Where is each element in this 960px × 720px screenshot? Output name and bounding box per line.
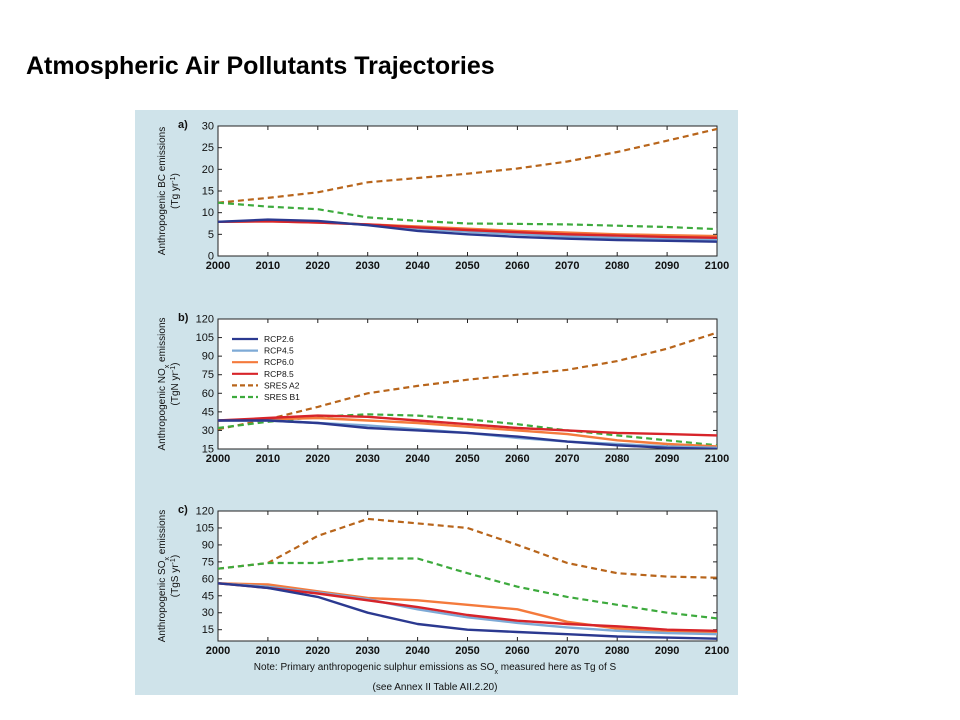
x-tick-label: 2070 [555,453,579,465]
x-tick-label: 2100 [705,645,729,657]
figure-note-line2: (see Annex II Table AII.2.20) [373,682,498,693]
x-tick-label: 2000 [206,645,230,657]
y-tick-label: 15 [202,186,214,198]
x-tick-label: 2080 [605,453,629,465]
emissions-figure: a) 0 5 10 15 20 25 30 2000 2010 2020 2030 2040 2050 20… [135,110,738,695]
slide-title: Atmospheric Air Pollutants Trajectories [26,52,495,80]
chart-panel-1: a) 0 5 10 15 20 25 30 2000 2010 2020 2030 2040 2050 20… [157,119,729,272]
y-tick-label: 120 [196,506,214,518]
x-tick-label: 2070 [555,260,579,272]
series-line-rcp2-6 [218,218,717,243]
y-tick-label: 20 [202,164,214,176]
x-tick-label: 2040 [405,453,429,465]
series-line-sres-a2 [218,517,717,579]
y-axis-label-line-2: (Tg yr-1) [170,173,182,209]
y-tick-label: 15 [202,624,214,636]
y-tick-label: 30 [202,425,214,437]
x-tick-label: 2040 [405,260,429,272]
x-tick-label: 2020 [306,645,330,657]
y-axis-label-line-1: Anthropogenic SOx emissions [157,510,171,642]
y-axis-label-line-2: (TgS yr-1) [170,555,182,597]
legend-label-rcp6-0: RCP6.0 [264,357,294,367]
panel-label: c) [178,504,188,516]
chart-panel-3: c) 15 30 45 60 75 90 105 120 2000 2010 2020 2030 2040… [157,504,729,657]
x-tick-label: 2050 [455,453,479,465]
series-line-rcp2-6 [218,419,717,449]
series-line-rcp6-0 [218,582,717,634]
x-tick-label: 2000 [206,453,230,465]
x-tick-label: 2030 [355,260,379,272]
x-tick-label: 2030 [355,453,379,465]
series-line-sres-b1 [218,201,717,231]
legend-label-rcp2-6: RCP2.6 [264,334,294,344]
y-tick-label: 75 [202,369,214,381]
series-line-rcp2-6 [218,582,717,640]
y-tick-label: 90 [202,351,214,363]
y-tick-label: 30 [202,121,214,133]
x-tick-label: 2090 [655,453,679,465]
plot-area [217,510,718,642]
legend-label-rcp4-5: RCP4.5 [264,346,294,356]
x-tick-label: 2090 [655,645,679,657]
y-tick-label: 45 [202,406,214,418]
y-tick-label: 0 [208,251,214,263]
y-tick-label: 5 [208,229,214,241]
x-tick-label: 2010 [256,453,280,465]
legend-label-rcp8-5: RCP8.5 [264,369,294,379]
series-line-rcp6-0 [218,416,717,448]
y-axis-label-line-1: Anthropogenic BC emissions [157,127,168,255]
series-line-sres-b1 [218,557,717,620]
x-tick-label: 2030 [355,645,379,657]
figure-note-line1: Note: Primary anthropogenic sulphur emis… [254,662,617,676]
series-group [218,517,717,640]
x-tick-label: 2100 [705,260,729,272]
series-line-sres-a2 [218,331,717,431]
x-tick-label: 2080 [605,260,629,272]
y-tick-label: 75 [202,556,214,568]
series-group [218,127,717,243]
series-line-rcp8-5 [218,414,717,437]
x-tick-label: 2100 [705,453,729,465]
series-line-rcp8-5 [218,220,717,239]
x-tick-label: 2080 [605,645,629,657]
legend-label-sres-a2: SRES A2 [264,380,300,390]
y-tick-label: 15 [202,444,214,456]
y-tick-label: 45 [202,590,214,602]
y-tick-label: 105 [196,522,214,534]
x-tick-label: 2010 [256,645,280,657]
figure-panel: a) 0 5 10 15 20 25 30 2000 2010 2020 2030 2040 2050 20… [135,110,738,695]
y-axis-label-line-1: Anthropogenic NOx emissions [157,317,171,450]
x-tick-label: 2050 [455,260,479,272]
series-line-rcp8-5 [218,582,717,632]
x-tick-label: 2000 [206,260,230,272]
y-tick-label: 90 [202,539,214,551]
y-axis-label-line-2: (TgN yr-1) [170,363,182,406]
series-group [218,331,717,449]
x-tick-label: 2010 [256,260,280,272]
chart-panel-2: b) 15 30 45 60 75 90 105 120 2000 2010 2020 2030 2040… [157,312,729,465]
y-tick-label: 30 [202,607,214,619]
x-tick-label: 2060 [505,453,529,465]
panel-label: b) [178,312,189,324]
y-tick-label: 60 [202,388,214,400]
x-tick-label: 2020 [306,260,330,272]
panel-label: a) [178,119,188,131]
legend-label-sres-b1: SRES B1 [264,392,300,402]
x-tick-label: 2040 [405,645,429,657]
y-tick-label: 120 [196,314,214,326]
series-line-sres-a2 [218,127,717,204]
y-tick-label: 25 [202,142,214,154]
x-tick-label: 2060 [505,260,529,272]
y-tick-label: 60 [202,573,214,585]
x-tick-label: 2090 [655,260,679,272]
x-tick-label: 2070 [555,645,579,657]
x-tick-label: 2050 [455,645,479,657]
x-tick-label: 2020 [306,453,330,465]
x-tick-label: 2060 [505,645,529,657]
y-tick-label: 10 [202,207,214,219]
y-tick-label: 105 [196,332,214,344]
